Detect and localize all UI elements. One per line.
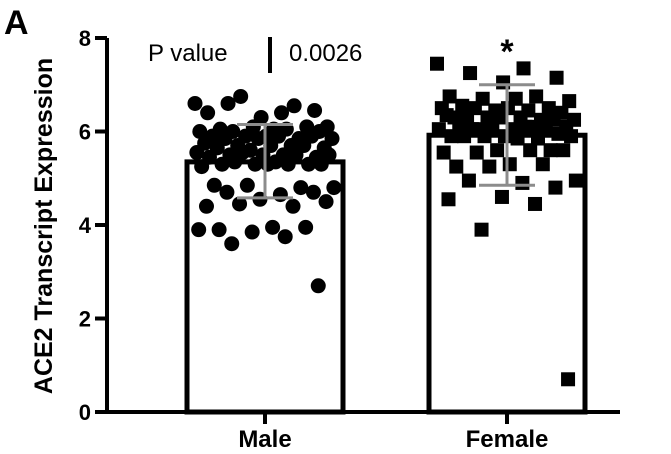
data-point-male xyxy=(198,198,214,214)
data-point-female xyxy=(457,129,472,144)
data-point-female xyxy=(431,122,446,137)
data-point-female xyxy=(523,143,538,158)
data-point-male xyxy=(239,177,255,193)
data-point-male xyxy=(200,105,216,121)
data-point-female xyxy=(530,131,545,146)
data-point-male xyxy=(194,159,210,175)
data-point-female xyxy=(541,101,556,116)
data-point-male xyxy=(310,278,326,294)
data-point-male xyxy=(285,198,301,214)
y-axis-title: ACE2 Transcript Expression xyxy=(30,58,58,394)
data-point-male xyxy=(214,156,230,172)
data-point-male xyxy=(280,156,296,172)
data-point-male xyxy=(250,131,266,147)
data-point-male xyxy=(191,222,207,238)
data-point-female xyxy=(551,126,566,141)
data-point-female xyxy=(430,56,444,71)
panel-label: A xyxy=(4,4,29,42)
data-point-male xyxy=(298,219,314,235)
p-value-number: 0.0026 xyxy=(289,40,362,67)
data-point-male xyxy=(247,156,263,172)
x-tick-label-male: Male xyxy=(238,426,291,453)
data-point-male xyxy=(293,180,309,196)
data-point-female xyxy=(477,129,492,144)
data-point-female xyxy=(556,143,571,158)
data-point-female xyxy=(469,145,484,160)
data-point-female xyxy=(535,157,550,172)
data-point-male xyxy=(220,95,236,111)
data-point-female xyxy=(497,129,512,144)
data-point-female xyxy=(436,145,451,160)
data-point-male xyxy=(192,124,208,139)
y-tick-label: 6 xyxy=(79,120,91,145)
data-point-female xyxy=(515,175,530,190)
data-point-female xyxy=(518,119,533,134)
data-point-male xyxy=(274,105,290,121)
data-point-male xyxy=(224,236,240,252)
significance-asterisk: * xyxy=(500,33,514,71)
data-point-female xyxy=(449,159,464,174)
data-point-male xyxy=(305,184,321,200)
data-point-female xyxy=(461,173,476,188)
data-point-female xyxy=(549,70,564,85)
data-point-male xyxy=(260,156,276,172)
data-point-female xyxy=(562,94,577,109)
data-point-female xyxy=(490,143,505,158)
data-point-female xyxy=(543,143,558,158)
data-point-male xyxy=(318,194,334,210)
data-point-female xyxy=(494,189,509,204)
y-tick-label: 2 xyxy=(79,307,91,332)
data-point-male xyxy=(265,219,281,235)
data-point-female xyxy=(529,89,544,104)
data-point-female xyxy=(548,180,563,195)
data-point-female xyxy=(441,192,456,207)
data-point-male xyxy=(277,229,293,245)
data-point-male xyxy=(307,102,323,118)
data-point-female xyxy=(561,372,576,387)
data-point-female xyxy=(568,173,583,188)
data-point-male xyxy=(244,224,260,240)
data-point-male xyxy=(211,222,227,238)
data-point-male xyxy=(219,184,235,200)
data-point-male xyxy=(233,88,249,104)
p-value-annotation: P value 0.0026 xyxy=(148,37,362,73)
data-point-male xyxy=(286,98,302,114)
y-tick-label: 0 xyxy=(79,400,91,425)
data-point-female xyxy=(528,196,543,211)
data-point-male xyxy=(313,156,329,172)
data-point-female xyxy=(444,129,459,144)
data-point-male xyxy=(272,187,288,203)
data-point-female xyxy=(516,61,531,76)
y-tick-label: 8 xyxy=(79,26,91,51)
data-point-male xyxy=(326,180,342,196)
data-point-male xyxy=(232,196,248,212)
x-tick-label-female: Female xyxy=(466,426,549,453)
data-point-male xyxy=(189,145,205,161)
data-point-male xyxy=(187,95,203,111)
data-point-male xyxy=(301,156,317,172)
data-point-female xyxy=(510,131,525,146)
data-point-male xyxy=(227,154,243,170)
data-point-female xyxy=(502,157,517,172)
y-tick-label: 4 xyxy=(79,213,92,238)
data-point-female xyxy=(455,98,470,113)
plot-area: 0 2 4 6 8 Male Female xyxy=(79,26,620,453)
data-point-female xyxy=(463,66,478,81)
p-value-label: P value xyxy=(148,40,228,67)
data-point-female xyxy=(439,108,454,123)
data-point-female xyxy=(474,222,489,237)
data-point-male xyxy=(206,177,222,193)
data-point-female xyxy=(564,129,579,144)
data-point-female xyxy=(482,159,497,174)
data-point-female xyxy=(442,89,457,104)
